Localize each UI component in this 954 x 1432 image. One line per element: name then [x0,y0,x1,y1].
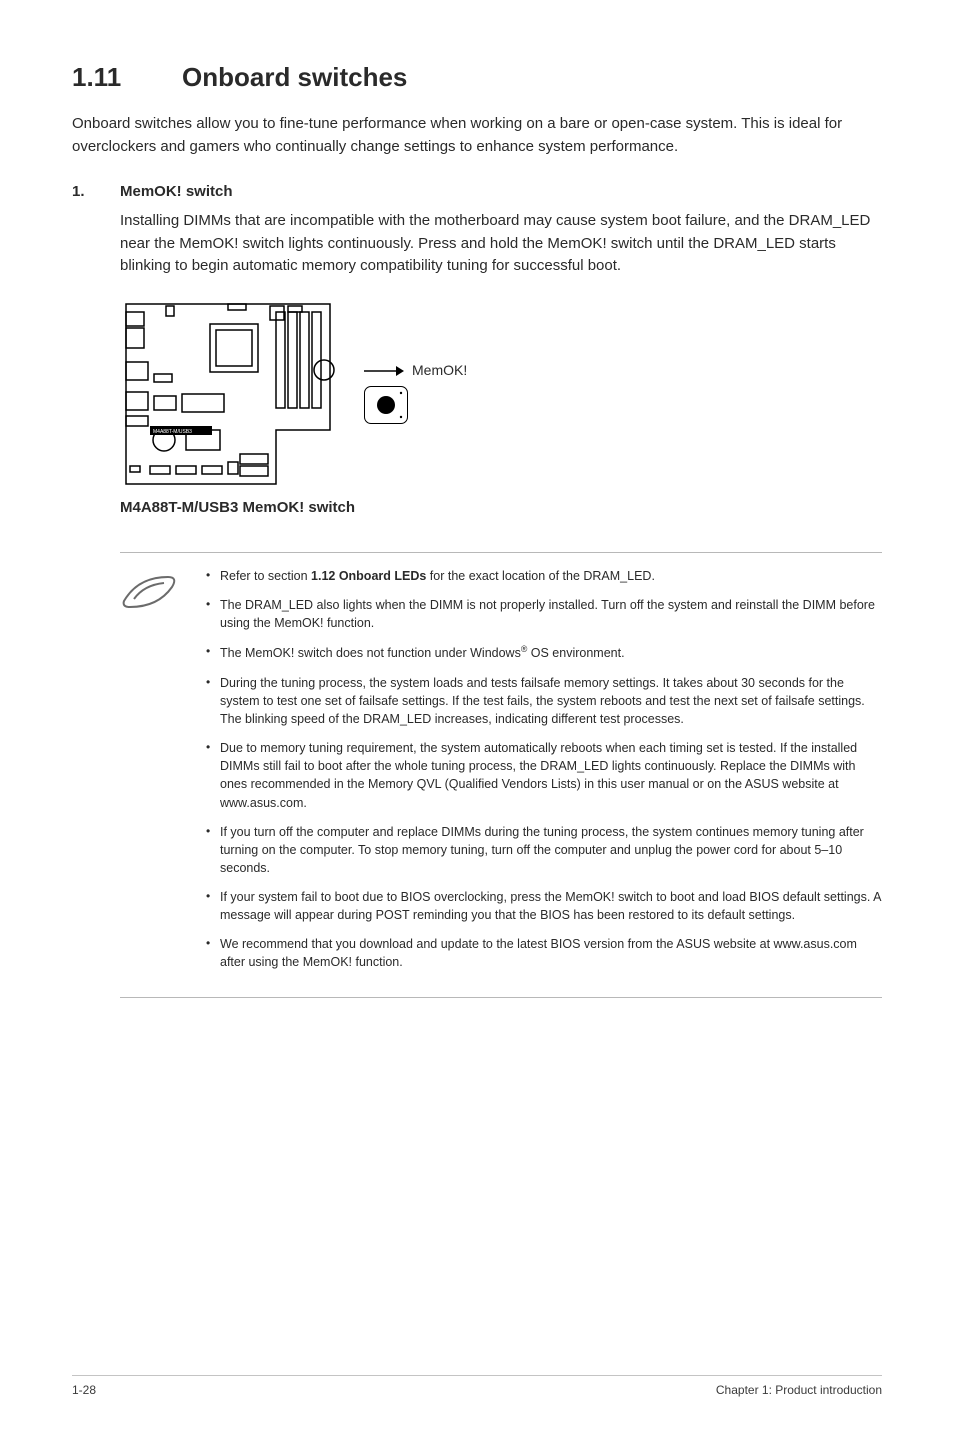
board-model-label: M4A88T-M/USB3 [153,429,192,435]
heading-num: 1.11 [72,60,182,95]
item-title: MemOK! switch [120,182,233,202]
page-number: 1-28 [72,1382,96,1398]
item-number: 1. [72,182,120,202]
section-heading: 1.11Onboard switches [72,60,882,95]
note-icon [120,567,178,982]
arrow-icon [364,364,404,378]
note-item: If your system fail to boot due to BIOS … [206,888,882,924]
diagram-area: M4A88T-M/USB3 MemOK! [120,298,882,488]
chapter-label: Chapter 1: Product introduction [716,1382,882,1398]
memok-callout: MemOK! [364,361,467,424]
note-item: The MemOK! switch does not function unde… [206,643,882,662]
note-list: Refer to section 1.12 Onboard LEDs for t… [206,567,882,982]
note-item: We recommend that you download and updat… [206,935,882,971]
note-item: Refer to section 1.12 Onboard LEDs for t… [206,567,882,585]
memok-switch-icon [364,386,408,424]
intro-paragraph: Onboard switches allow you to fine-tune … [72,113,882,158]
note-item: The DRAM_LED also lights when the DIMM i… [206,596,882,632]
motherboard-diagram: M4A88T-M/USB3 [120,298,350,488]
memok-label: MemOK! [412,361,467,380]
item-row: 1. MemOK! switch [72,182,882,202]
note-item: If you turn off the computer and replace… [206,823,882,877]
page-footer: 1-28 Chapter 1: Product introduction [72,1375,882,1398]
heading-title: Onboard switches [182,62,407,92]
item-body: Installing DIMMs that are incompatible w… [120,210,882,278]
note-item: Due to memory tuning requirement, the sy… [206,739,882,812]
note-block: Refer to section 1.12 Onboard LEDs for t… [120,552,882,997]
note-item: During the tuning process, the system lo… [206,674,882,728]
diagram-caption: M4A88T-M/USB3 MemOK! switch [120,498,882,518]
